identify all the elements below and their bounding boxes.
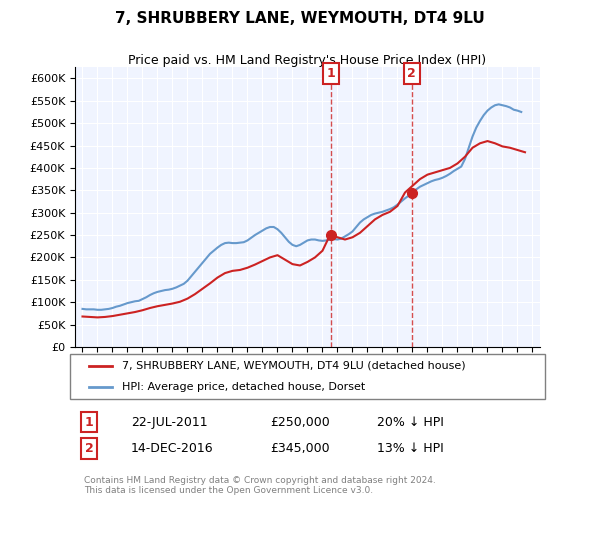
Text: 1: 1 [326,67,335,80]
Text: 2: 2 [407,67,416,80]
Text: HPI: Average price, detached house, Dorset: HPI: Average price, detached house, Dors… [121,382,365,391]
Text: 22-JUL-2011: 22-JUL-2011 [131,416,208,428]
Text: 7, SHRUBBERY LANE, WEYMOUTH, DT4 9LU (detached house): 7, SHRUBBERY LANE, WEYMOUTH, DT4 9LU (de… [121,361,465,371]
Text: 13% ↓ HPI: 13% ↓ HPI [377,442,444,455]
Text: £345,000: £345,000 [270,442,330,455]
FancyBboxPatch shape [70,353,545,399]
Text: £250,000: £250,000 [270,416,330,428]
Text: 14-DEC-2016: 14-DEC-2016 [131,442,214,455]
Title: Price paid vs. HM Land Registry's House Price Index (HPI): Price paid vs. HM Land Registry's House … [128,54,487,67]
Text: 1: 1 [85,416,94,428]
Text: 2: 2 [85,442,94,455]
Text: 20% ↓ HPI: 20% ↓ HPI [377,416,444,428]
Text: Contains HM Land Registry data © Crown copyright and database right 2024.
This d: Contains HM Land Registry data © Crown c… [84,476,436,496]
Text: 7, SHRUBBERY LANE, WEYMOUTH, DT4 9LU: 7, SHRUBBERY LANE, WEYMOUTH, DT4 9LU [115,11,485,26]
